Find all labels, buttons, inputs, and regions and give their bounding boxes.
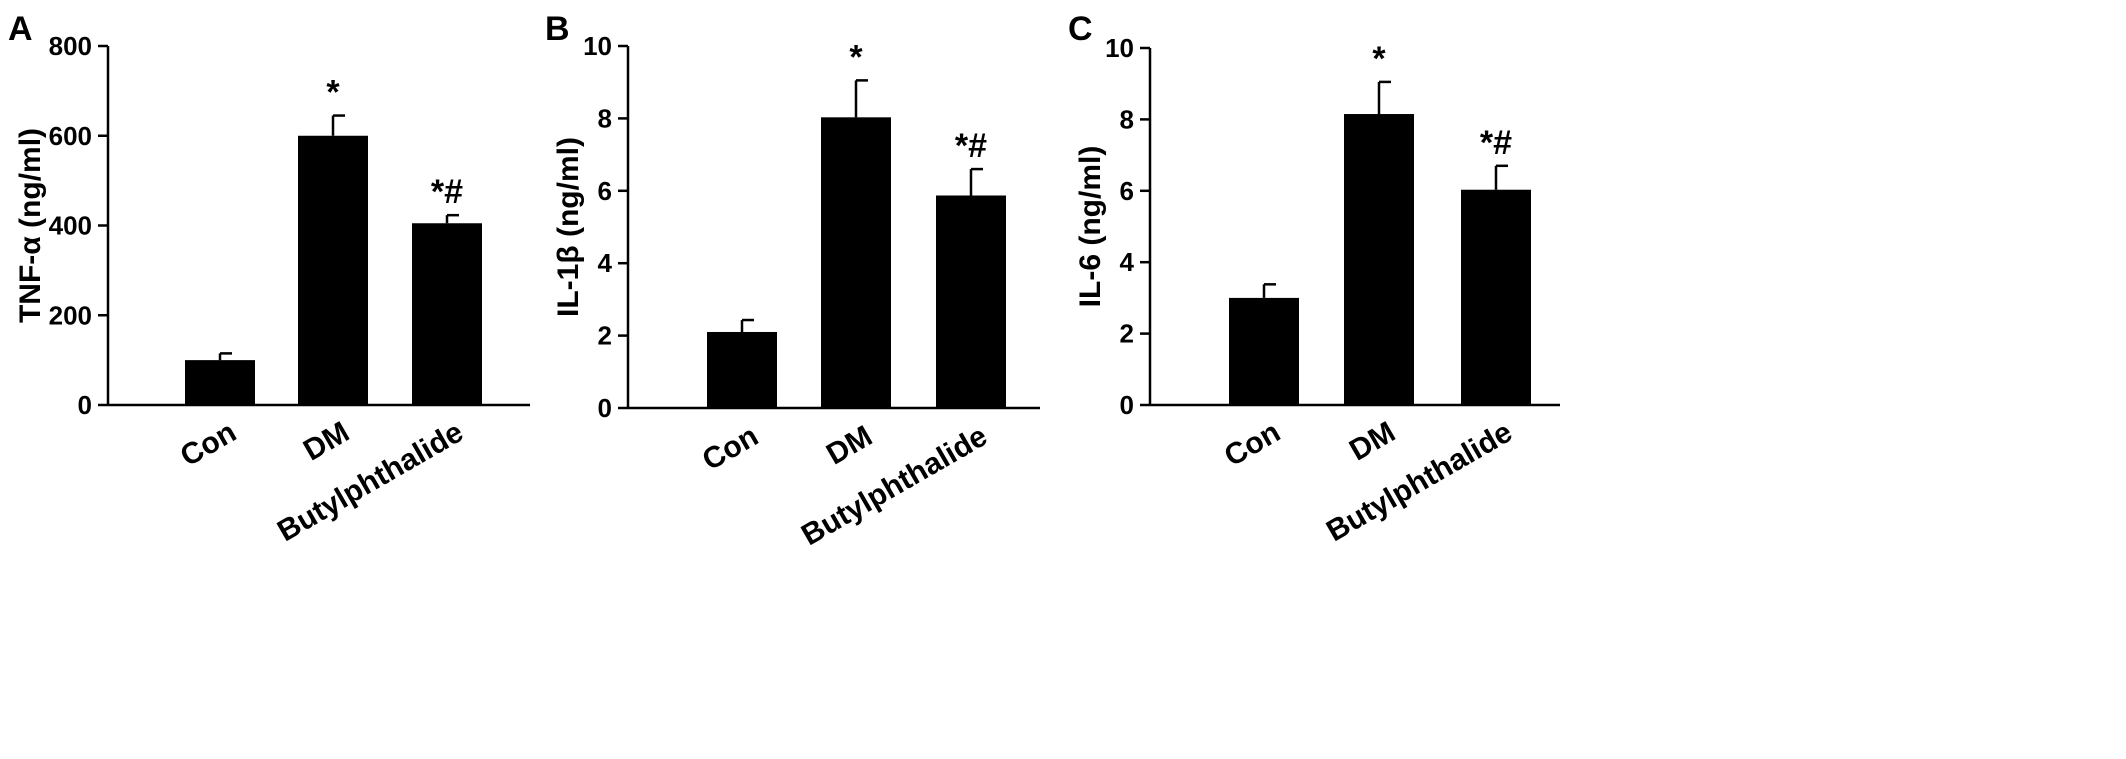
y-tick-label: 10 — [1105, 33, 1134, 63]
chart-panel-a: A 0 200 400 600 800 TNF-α (ng/ml) Con * DM *# Butyl… — [8, 10, 530, 548]
error-bar — [1377, 80, 1391, 115]
y-tick-label: 10 — [583, 31, 612, 61]
category-label: DM — [298, 415, 355, 467]
y-tick-label: 6 — [598, 176, 612, 206]
category-label: Con — [697, 419, 764, 477]
y-tick-label: 8 — [598, 103, 612, 133]
error-bar — [218, 352, 232, 361]
error-bar — [1494, 164, 1508, 190]
significance-label: *# — [1480, 124, 1512, 162]
significance-label: * — [849, 38, 863, 76]
y-axis-title: IL-6 (ng/ml) — [1074, 146, 1107, 308]
category-label: DM — [821, 419, 878, 471]
significance-label: * — [1372, 40, 1386, 78]
error-bar — [1262, 283, 1276, 298]
panel-label: B — [545, 10, 570, 48]
bar-butylphthalide — [412, 223, 482, 405]
bar-dm — [821, 117, 891, 409]
y-tick-label: 600 — [49, 121, 92, 151]
y-tick-label: 200 — [49, 300, 92, 330]
category-label: Con — [175, 415, 242, 473]
bar-con — [185, 360, 255, 405]
category-label: Con — [1219, 415, 1286, 473]
bar-butylphthalide — [936, 195, 1006, 408]
y-tick-label: 4 — [598, 248, 613, 278]
error-bar — [740, 318, 754, 332]
error-bar — [969, 167, 983, 196]
panel-label: C — [1068, 10, 1093, 48]
panel-label: A — [8, 10, 33, 48]
y-tick-label: 800 — [49, 31, 92, 61]
y-axis-title: TNF-α (ng/ml) — [14, 128, 47, 323]
significance-label: *# — [955, 127, 987, 165]
bar-con — [707, 331, 777, 408]
error-bar — [854, 79, 868, 118]
y-tick-label: 2 — [598, 321, 612, 351]
y-tick-label: 8 — [1120, 104, 1134, 134]
bar-con — [1229, 297, 1299, 405]
category-label: Butylphthalide — [272, 415, 469, 548]
category-label: DM — [1344, 415, 1401, 467]
y-tick-label: 6 — [1120, 176, 1134, 206]
y-tick-label: 0 — [78, 390, 92, 420]
bar-butylphthalide — [1461, 189, 1531, 405]
significance-label: *# — [431, 173, 463, 211]
y-axis-title: IL-1β (ng/ml) — [552, 137, 585, 317]
bar-dm — [1344, 114, 1414, 406]
bar-dm — [298, 135, 368, 405]
y-tick-label: 2 — [1120, 319, 1134, 349]
significance-label: * — [326, 74, 340, 112]
y-tick-label: 4 — [1120, 247, 1135, 277]
y-tick-label: 400 — [49, 211, 92, 241]
y-tick-label: 0 — [598, 393, 612, 423]
y-tick-label: 0 — [1120, 390, 1134, 420]
error-bar — [331, 114, 345, 136]
error-bar — [445, 213, 459, 224]
